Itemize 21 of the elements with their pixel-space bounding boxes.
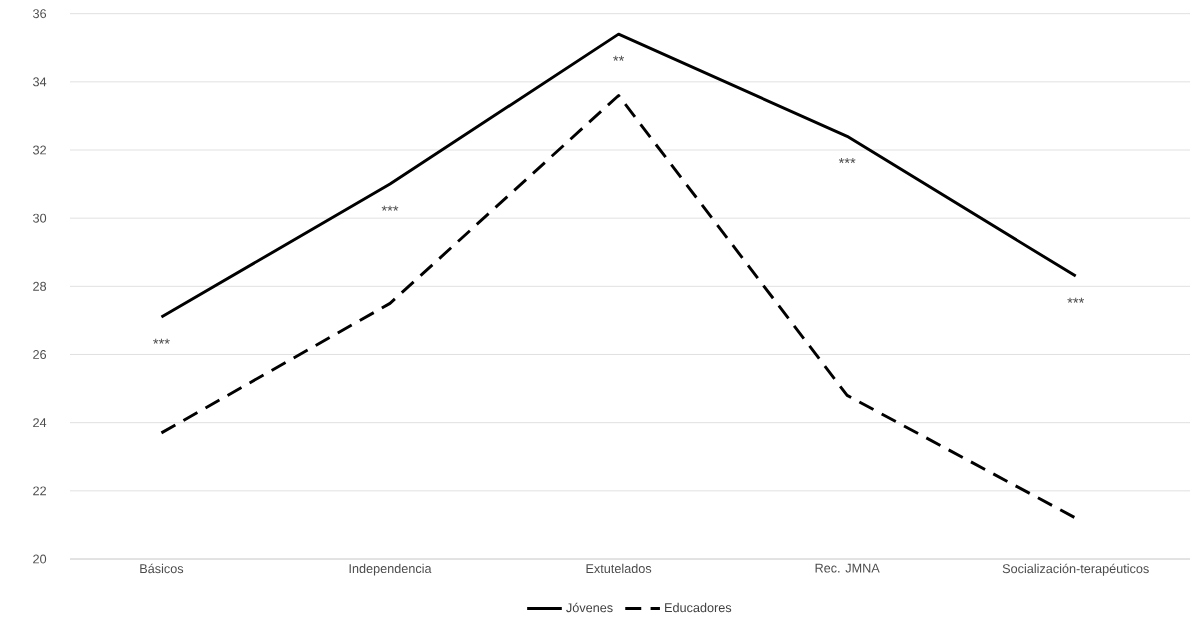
y-tick-label: 34: [33, 77, 47, 87]
y-tick-label: 20: [33, 554, 47, 564]
annotation: ***: [153, 338, 170, 344]
y-tick-label: 32: [33, 145, 46, 155]
x-tick-label: Básicos: [140, 563, 184, 574]
x-tick-label: Extutelados: [586, 563, 652, 574]
y-tick-label: 28: [33, 281, 47, 291]
annotation: ***: [1067, 297, 1085, 303]
annotation: ***: [381, 205, 399, 211]
legend-label: Jóvenes: [566, 602, 613, 613]
legend-label: Educadores: [665, 602, 732, 613]
y-tick-label: 22: [33, 486, 46, 496]
x-tick-label: Independencia: [349, 563, 432, 576]
y-tick-label: 36: [33, 9, 47, 19]
y-tick-label: 26: [33, 350, 47, 359]
x-tick-label: Socialización-terapéuticos: [1002, 563, 1149, 576]
annotation: **: [613, 55, 625, 61]
y-tick-label: 30: [33, 213, 47, 223]
annotation: ***: [838, 158, 856, 164]
x-tick-label: Rec. JMNA: [815, 563, 880, 573]
y-tick-label: 24: [33, 418, 47, 428]
